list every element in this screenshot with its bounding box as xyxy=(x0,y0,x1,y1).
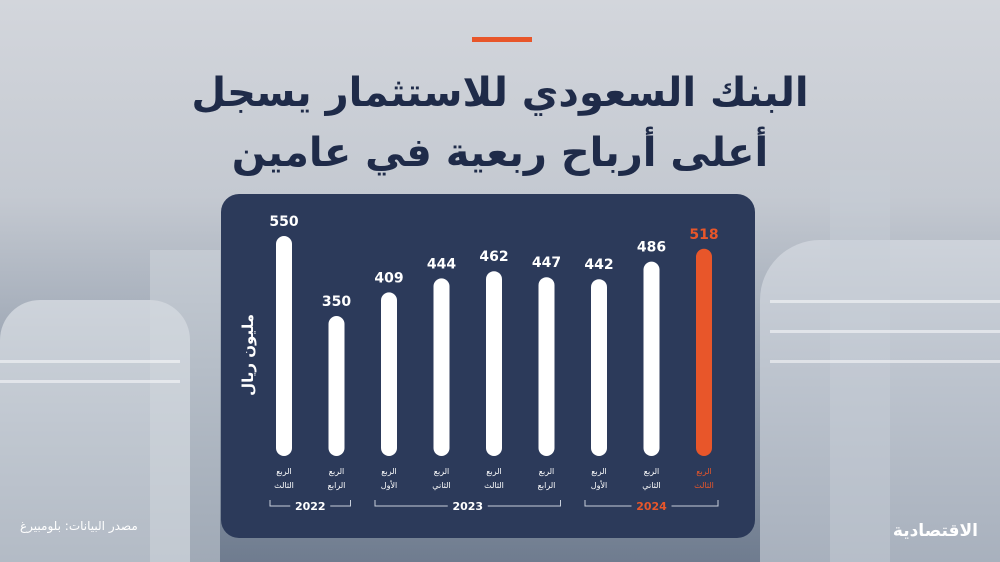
bar xyxy=(591,279,607,456)
background-stripe xyxy=(770,300,1000,303)
bar xyxy=(696,248,712,456)
category-label: الربع xyxy=(381,467,397,476)
data-source-note: مصدر البيانات: بلومبيرغ xyxy=(20,519,138,533)
background-stripe xyxy=(770,360,1000,363)
bar-value-label: 409 xyxy=(374,270,403,286)
bar xyxy=(381,292,397,456)
publisher-logo: الاقتصادية xyxy=(892,521,978,541)
category-label: الربع xyxy=(696,467,712,476)
category-label: الربع xyxy=(276,467,292,476)
category-label: الربع xyxy=(486,467,502,476)
chart-title-line1: البنك السعودي للاستثمار يسجل xyxy=(191,70,809,116)
category-label: الرابع xyxy=(538,481,556,490)
year-bracket xyxy=(374,500,448,507)
category-label: الربع xyxy=(591,467,607,476)
year-bracket xyxy=(330,500,351,507)
chart-title-line2: أعلى أرباح ربعية في عامين xyxy=(231,130,769,176)
bar-value-label: 462 xyxy=(479,249,508,265)
year-bracket xyxy=(487,500,561,507)
category-label: الربع xyxy=(644,467,660,476)
category-label: الأول xyxy=(381,480,397,490)
category-label: الأول xyxy=(591,480,607,490)
year-bracket xyxy=(671,500,719,507)
bar xyxy=(433,278,450,456)
bar-value-label: 350 xyxy=(322,294,351,310)
year-label: 2022 xyxy=(295,500,326,513)
category-label: الثاني xyxy=(432,481,450,490)
background-stripe xyxy=(770,330,1000,333)
background-stripe xyxy=(0,360,180,363)
category-label: الثالث xyxy=(274,481,294,490)
category-label: الربع xyxy=(539,467,555,476)
category-label: الرابع xyxy=(328,481,346,490)
bar-value-label: 447 xyxy=(532,255,561,271)
background-building-left-tower xyxy=(150,250,220,562)
year-label: 2024 xyxy=(636,500,667,513)
background-stripe xyxy=(0,380,180,383)
bar xyxy=(643,261,660,456)
title-accent-bar xyxy=(472,37,532,42)
background-building-right xyxy=(760,240,1000,562)
category-label: الثالث xyxy=(484,481,504,490)
category-label: الثاني xyxy=(642,481,660,490)
bar xyxy=(486,271,502,456)
background-building-right-tower xyxy=(830,170,890,562)
bar-value-label: 442 xyxy=(584,257,613,273)
bar-value-label: 550 xyxy=(269,214,298,230)
year-label: 2023 xyxy=(452,500,483,513)
category-label: الربع xyxy=(329,467,345,476)
bar xyxy=(276,236,292,456)
year-bracket xyxy=(584,500,632,507)
category-label: الربع xyxy=(434,467,450,476)
bar xyxy=(328,316,345,456)
year-bracket xyxy=(269,500,291,507)
bar xyxy=(538,277,555,456)
bar-value-label: 444 xyxy=(427,256,456,272)
bar-value-label: 518 xyxy=(689,227,718,243)
bar-value-label: 486 xyxy=(637,240,666,256)
category-label: الثالث xyxy=(694,481,714,490)
